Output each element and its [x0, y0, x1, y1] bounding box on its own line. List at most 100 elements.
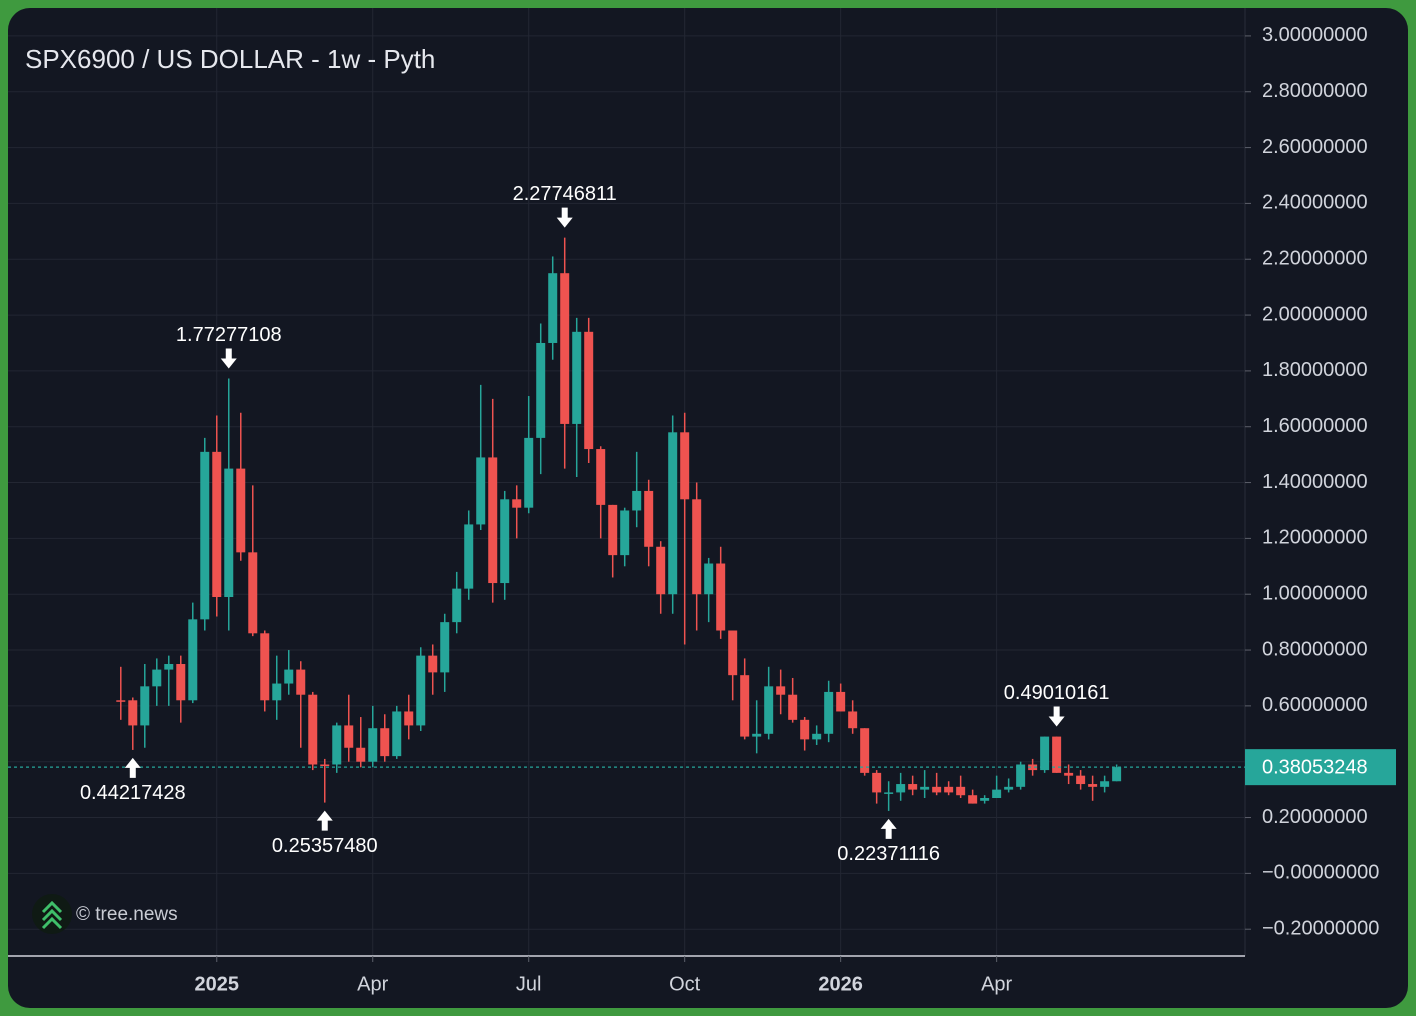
last-price-box	[1245, 749, 1396, 786]
y-tick-label: 1.00000000	[1262, 583, 1368, 605]
candle-body	[200, 451, 210, 620]
y-tick-label: −0.00000000	[1262, 862, 1379, 884]
y-tick-label: 2.00000000	[1262, 303, 1368, 325]
candle-body	[128, 700, 138, 726]
candle-body	[356, 747, 366, 762]
candle-body	[812, 733, 822, 740]
candle-body	[332, 725, 342, 765]
candle-body	[800, 719, 810, 740]
chart-title: SPX6900 / US DOLLAR - 1w - Pyth	[25, 44, 435, 74]
candle-body	[212, 451, 222, 598]
candle-body	[704, 563, 714, 595]
annotation-label: 2.27746811	[513, 183, 617, 205]
candle-body	[932, 786, 942, 793]
candle-body	[428, 655, 438, 673]
candle-body	[1052, 736, 1062, 773]
candle-body	[488, 457, 498, 584]
annotation-label: 0.25357480	[272, 835, 378, 857]
candle-body	[668, 432, 678, 595]
logo	[32, 894, 72, 934]
candle-body	[164, 664, 174, 670]
candle-body	[764, 686, 774, 734]
y-tick-label: 1.40000000	[1262, 471, 1368, 493]
candle-body	[368, 728, 378, 762]
candle-body	[692, 499, 702, 595]
candle-body	[1004, 786, 1014, 790]
candle-body	[152, 669, 162, 687]
candle-body	[860, 728, 870, 773]
candle-body	[296, 669, 306, 695]
candle-body	[656, 546, 666, 595]
y-tick-label: 1.80000000	[1262, 359, 1368, 381]
annotation-label: 0.44217428	[80, 782, 186, 804]
candle-body	[836, 691, 846, 712]
candle-body	[476, 457, 486, 525]
y-tick-label: 0.60000000	[1262, 694, 1368, 716]
candle-body	[512, 499, 522, 508]
candle-body	[260, 633, 270, 701]
candle-body	[404, 711, 414, 726]
candle-body	[1040, 736, 1050, 771]
y-tick-label: 2.60000000	[1262, 136, 1368, 158]
candle-body	[776, 686, 786, 695]
candle-body	[572, 331, 582, 424]
candle-body	[440, 622, 450, 673]
y-tick-label: 2.80000000	[1262, 80, 1368, 102]
y-tick-label: 1.20000000	[1262, 527, 1368, 549]
candle-body	[908, 784, 918, 790]
annotation-arrow	[316, 810, 333, 831]
last-price-label: 0.38053248	[1262, 756, 1368, 778]
watermark: © tree.news	[76, 904, 178, 925]
candle-body	[584, 331, 594, 450]
candle-body	[524, 437, 534, 508]
candle-body	[236, 468, 246, 553]
x-tick-label: Apr	[981, 973, 1012, 995]
annotation-arrow	[124, 757, 141, 778]
candle-body	[632, 490, 642, 511]
candle-body	[248, 552, 258, 634]
candle-body	[992, 789, 1002, 798]
candle-body	[728, 630, 738, 676]
candle-body	[320, 764, 330, 767]
candles	[8, 237, 1245, 811]
x-tick-label: 2026	[818, 973, 863, 995]
candle-body	[452, 588, 462, 623]
candle-body	[884, 792, 894, 794]
candle-body	[980, 798, 990, 801]
y-tick-label: −0.20000000	[1262, 917, 1379, 939]
candle-body	[500, 499, 510, 584]
annotation-arrow	[1048, 706, 1065, 727]
annotation-label: 0.22371116	[837, 843, 940, 865]
y-tick-label: 0.20000000	[1262, 806, 1368, 828]
annotation-arrow	[556, 207, 573, 228]
y-tick-label: 2.20000000	[1262, 248, 1368, 270]
candle-body	[872, 772, 882, 793]
annotation-label: 1.77277108	[176, 324, 282, 346]
candle-body	[308, 694, 318, 765]
candle-body	[344, 725, 354, 748]
candle-body	[536, 342, 546, 438]
candle-body	[644, 490, 654, 547]
candle-body	[896, 784, 906, 793]
candle-body	[944, 786, 954, 793]
candle-body	[272, 683, 282, 701]
x-tick-label: Jul	[516, 973, 542, 995]
candle-body	[716, 563, 726, 631]
candle-body	[608, 504, 618, 556]
x-tick-label: 2025	[195, 973, 240, 995]
annotation-arrow	[880, 818, 897, 839]
candle-body	[560, 273, 570, 424]
candle-body	[680, 432, 690, 500]
candle-body	[1088, 784, 1098, 787]
candle-body	[548, 273, 558, 343]
candle-body	[788, 694, 798, 720]
annotation-arrow	[220, 348, 237, 369]
candle-body	[1064, 772, 1074, 776]
candle-body	[464, 524, 474, 589]
candle-body	[1112, 767, 1122, 782]
candle-body	[1076, 775, 1086, 785]
candle-body	[740, 675, 750, 737]
y-tick-label: 3.00000000	[1262, 24, 1368, 46]
candle-body	[596, 449, 606, 505]
